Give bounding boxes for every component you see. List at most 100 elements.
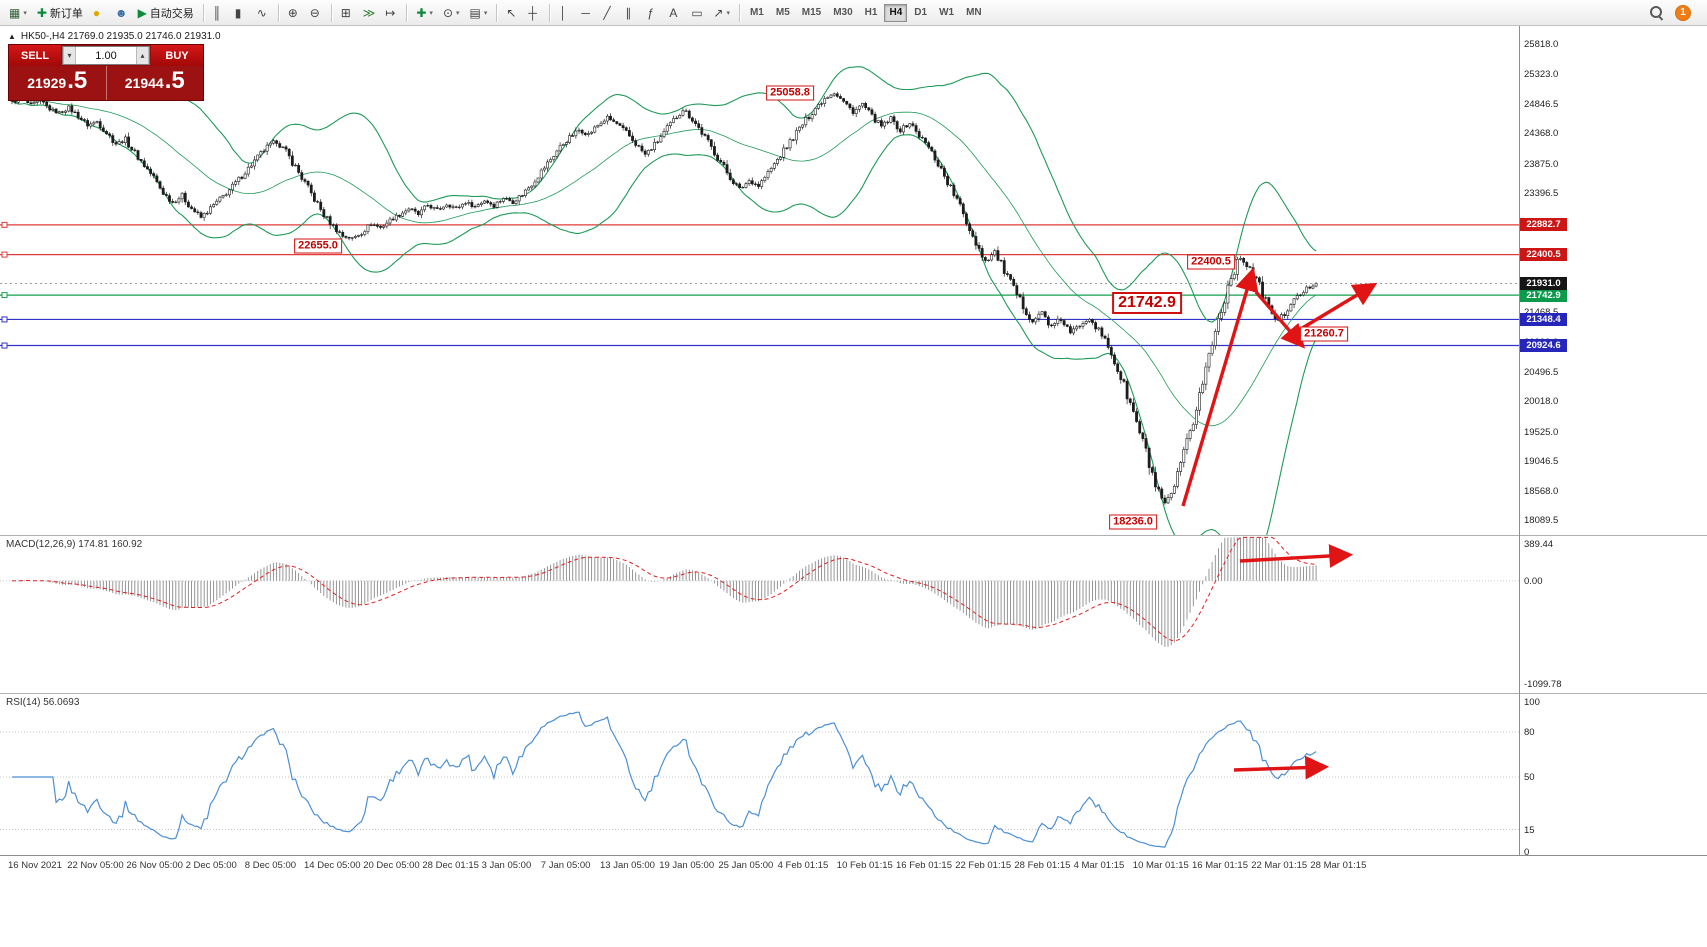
toolbar: ▦ ▾ ✚ 新订单 ● ☻ ▶ 自动交易 ║ ▮ ∿ ⊕ ⊖ ⊞ ≫ ↦ ✚ ▾ ⊙ ▾ ▤ ▾ ↖ ┼ │ ─ ╱ ∥ ƒ A ▭ ↗ ▾ M1…: [0, 0, 1707, 26]
time-axis-label: 7 Jan 05:00: [541, 860, 591, 871]
timeframe-w1-button[interactable]: W1: [939, 7, 955, 18]
zoom-out-button[interactable]: ⊖: [306, 3, 326, 23]
toolbar-left-groups: ▦ ▾ ✚ 新订单 ● ☻ ▶ 自动交易 ║ ▮ ∿ ⊕ ⊖ ⊞ ≫ ↦ ✚ ▾ ⊙ ▾ ▤ ▾ ↖ ┼ │ ─ ╱ ∥ ƒ A ▭ ↗ ▾ M1…: [4, 3, 988, 23]
arrows-button[interactable]: ↗ ▾: [709, 3, 734, 23]
text-button[interactable]: A: [665, 3, 685, 23]
crosshair-button[interactable]: ┼: [524, 3, 544, 23]
time-axis-label: 28 Feb 01:15: [1014, 860, 1070, 871]
toolbar-separator: [202, 3, 204, 22]
candlestick-chart-icon: ▮: [234, 5, 242, 20]
timeframe-m30-button[interactable]: M30: [833, 7, 853, 18]
timeframe-m1-button[interactable]: M1: [749, 7, 764, 18]
toolbar-separator: [496, 3, 498, 22]
chart-shift-icon: ↦: [385, 5, 396, 20]
cursor-icon: ↖: [506, 5, 517, 20]
algo-trading-button[interactable]: ▶ 自动交易: [134, 3, 198, 23]
zoom-out-icon: ⊖: [309, 5, 320, 20]
time-axis-label: 28 Dec 01:15: [422, 860, 479, 871]
cursor-button[interactable]: ↖: [502, 3, 522, 23]
time-axis-label: 16 Nov 2021: [8, 860, 62, 871]
macd-label: MACD(12,26,9) 174.81 160.92: [6, 539, 143, 550]
auto-scroll-icon: ≫: [362, 5, 376, 20]
trendline-icon: ╱: [603, 5, 611, 20]
timeframe-h1-button[interactable]: H1: [864, 7, 878, 18]
collapse-panel-icon[interactable]: ▲: [8, 32, 16, 41]
indicators-button[interactable]: ✚ ▾: [412, 3, 437, 23]
toolbar-separator: [330, 3, 332, 22]
text-label-icon: ▭: [691, 5, 703, 20]
buy-price: 21944.5: [105, 66, 203, 100]
sell-price: 21929.5: [9, 66, 106, 100]
community-button[interactable]: ☻: [111, 3, 132, 23]
volume-box: ▾ 1.00 ▴: [62, 46, 150, 65]
one-click-trading-panel[interactable]: SELL ▾ 1.00 ▴ BUY 21929.5 21944.5: [8, 44, 204, 101]
line-anchor-handle[interactable]: [1, 221, 8, 228]
tile-windows-button[interactable]: ⊞: [337, 3, 357, 23]
chevron-down-icon: ▾: [726, 9, 730, 17]
candlestick-chart-button[interactable]: ▮: [231, 3, 251, 23]
time-axis-label: 4 Feb 01:15: [778, 860, 829, 871]
vertical-line-icon: │: [559, 5, 567, 20]
time-axis-label: 2 Dec 05:00: [186, 860, 237, 871]
time-axis-label: 4 Mar 01:15: [1074, 860, 1125, 871]
timeframe-mn-button[interactable]: MN: [966, 7, 982, 18]
horizontal-line-button[interactable]: ─: [577, 3, 597, 23]
line-anchor-handle[interactable]: [1, 316, 8, 323]
notifications-badge[interactable]: 1: [1675, 4, 1691, 21]
fibonacci-button[interactable]: ƒ: [643, 3, 663, 23]
zoom-in-button[interactable]: ⊕: [284, 3, 304, 23]
toolbar-separator: [277, 3, 279, 22]
rsi-line: [12, 711, 1317, 848]
timeframe-m15-button[interactable]: M15: [801, 7, 822, 18]
metaquotes-button[interactable]: ●: [89, 3, 109, 23]
text-label-button[interactable]: ▭: [687, 3, 707, 23]
tile-windows-icon: ⊞: [340, 5, 351, 20]
fibonacci-icon: ƒ: [647, 5, 655, 20]
sell-button[interactable]: SELL: [9, 45, 61, 66]
chevron-down-icon: ▾: [483, 9, 488, 17]
periods-button[interactable]: ⊙ ▾: [439, 3, 464, 23]
templates-icon: ▤: [469, 5, 481, 20]
timeframe-m5-button[interactable]: M5: [775, 7, 790, 18]
bar-chart-button[interactable]: ║: [209, 3, 229, 23]
trend-arrow[interactable]: [1233, 755, 1330, 780]
search-icon[interactable]: [1650, 6, 1663, 19]
time-axis-label: 10 Feb 01:15: [837, 860, 893, 871]
metaquotes-icon: ●: [92, 5, 101, 20]
trend-arrow[interactable]: [1298, 282, 1378, 332]
timeframe-d1-button[interactable]: D1: [914, 7, 928, 18]
timeframe-h4-button[interactable]: H4: [884, 3, 908, 22]
line-anchor-handle[interactable]: [1, 251, 8, 258]
auto-scroll-button[interactable]: ≫: [359, 3, 380, 23]
templates-button[interactable]: ▤ ▾: [466, 3, 492, 23]
line-chart-button[interactable]: ∿: [253, 3, 273, 23]
trend-arrow[interactable]: [1239, 544, 1354, 568]
line-chart-icon: ∿: [256, 5, 267, 20]
new-order-button[interactable]: ✚ 新订单: [33, 3, 87, 23]
equidistant-channel-icon: ∥: [625, 5, 632, 20]
time-axis-label: 22 Nov 05:00: [67, 860, 124, 871]
time-axis-label: 20 Dec 05:00: [363, 860, 420, 871]
bar-chart-icon: ║: [212, 5, 222, 20]
volume-input[interactable]: 1.00: [95, 49, 117, 62]
buy-button[interactable]: BUY: [151, 45, 203, 66]
horizontal-line-icon: ─: [581, 5, 590, 20]
trend-arrow[interactable]: [1181, 267, 1259, 507]
periods-icon: ⊙: [442, 5, 453, 20]
new-chart-button[interactable]: ▦ ▾: [5, 3, 31, 23]
toolbar-separator: [549, 3, 551, 22]
vertical-line-button[interactable]: │: [555, 3, 575, 23]
line-anchor-handle[interactable]: [1, 292, 8, 299]
line-anchor-handle[interactable]: [1, 342, 8, 349]
trend-arrow[interactable]: [1254, 290, 1306, 349]
trendline-button[interactable]: ╱: [599, 3, 619, 23]
bollinger-upper-band: [11, 66, 1317, 323]
volume-increase-button[interactable]: ▴: [136, 47, 149, 64]
equidistant-channel-button[interactable]: ∥: [621, 3, 641, 23]
volume-decrease-button[interactable]: ▾: [63, 47, 76, 64]
time-axis-label: 16 Mar 01:15: [1192, 860, 1248, 871]
chart-shift-button[interactable]: ↦: [381, 3, 401, 23]
time-axis-label: 8 Dec 05:00: [245, 860, 296, 871]
algo-trading-icon: ▶: [137, 5, 147, 20]
